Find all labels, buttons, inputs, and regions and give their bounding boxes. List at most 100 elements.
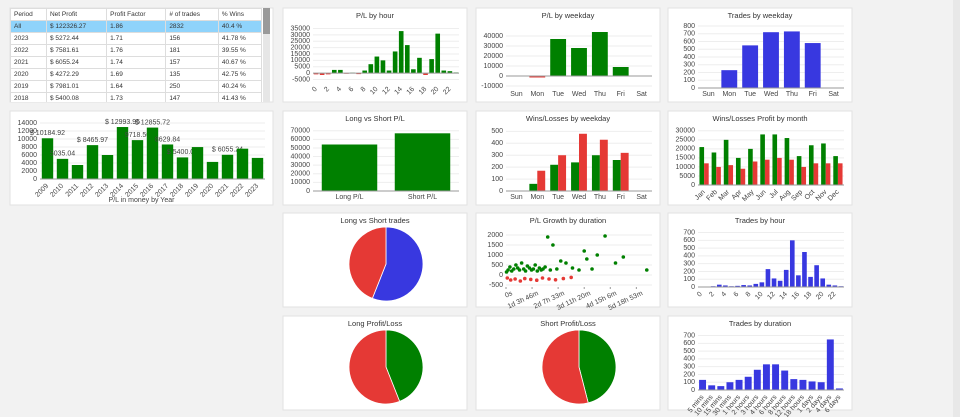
x-tick-label: Fri: [617, 91, 626, 98]
x-tick-label: Thu: [786, 91, 798, 98]
point: [548, 268, 553, 272]
y-tick-label: 10000: [676, 164, 696, 171]
point: [522, 276, 527, 281]
y-tick-label: 200: [683, 268, 695, 275]
point: [553, 278, 558, 282]
table-cell: $ 7581.61: [45, 44, 108, 57]
y-tick-label: 0: [499, 188, 503, 195]
point: [505, 276, 510, 280]
x-tick-label: Sat: [636, 91, 647, 98]
point: [508, 265, 512, 269]
table-scrollbar: [263, 8, 270, 102]
bar: [759, 282, 765, 287]
bar: [612, 67, 629, 76]
bar: [802, 252, 807, 287]
table-cell: $ 5272.44: [45, 32, 108, 45]
pie-slice: [348, 226, 387, 299]
table-row: 2019 $ 7981.01 1.64 250 40.24 %: [10, 80, 263, 93]
table-cell: 2832: [165, 20, 219, 33]
data-label: $ 12855.72: [135, 119, 170, 126]
bar: [744, 376, 752, 390]
data-label: $ 8465.97: [77, 137, 108, 144]
bar: [56, 158, 69, 179]
panel: [475, 110, 661, 206]
y-tick-label: 0: [499, 272, 503, 279]
chart-title: Short Profit/Loss: [540, 319, 596, 328]
point: [519, 261, 524, 265]
bar: [392, 51, 398, 74]
chart-title: P/L by hour: [356, 11, 395, 20]
chart-title: P/L Growth by duration: [530, 216, 606, 225]
bar: [368, 64, 374, 74]
y-tick-label: 100: [491, 176, 503, 183]
y-tick-label: 0: [306, 188, 310, 195]
table-row: 2021 $ 6055.24 1.74 157 40.67 %: [10, 56, 263, 69]
y-tick-label: 20000: [676, 146, 696, 153]
point: [561, 276, 566, 281]
table-cell: 40.67 %: [217, 56, 263, 69]
y-tick-label: 10000: [291, 57, 311, 64]
x-tick-label: 0: [696, 291, 704, 299]
point: [590, 267, 594, 271]
table-cell: 181: [165, 44, 219, 57]
y-tick-label: 500: [491, 262, 503, 269]
table-cell: 40.24 %: [217, 80, 263, 93]
chart-title: Trades by weekday: [728, 11, 793, 20]
bar: [441, 70, 447, 74]
bar: [835, 388, 843, 390]
column-header: Period: [10, 8, 47, 21]
bar: [550, 164, 559, 191]
x-tick-label: 6: [348, 86, 356, 94]
bar: [599, 139, 608, 191]
bar: [735, 379, 743, 390]
panel: [475, 212, 661, 308]
x-tick-label: Sun: [702, 91, 715, 98]
y-tick-label: 1500: [487, 242, 503, 249]
table-cell: 1.74: [106, 56, 167, 69]
x-tick-label: Long P/L: [335, 194, 363, 201]
bar: [832, 285, 838, 287]
x-tick-label: 16: [406, 86, 417, 97]
x-tick-label: 4: [335, 86, 343, 94]
bar: [704, 163, 709, 185]
y-tick-label: 0: [691, 387, 695, 394]
table-cell: 2022: [10, 44, 47, 57]
chart-title: Wins/Losses by weekday: [526, 114, 610, 123]
table-cell: 2023: [10, 32, 47, 45]
table-row: 2023 $ 5272.44 1.71 156 41.78 %: [10, 32, 263, 45]
y-tick-label: 30000: [291, 32, 311, 39]
bar: [411, 69, 416, 74]
point: [582, 249, 587, 253]
table-cell: All: [10, 20, 47, 33]
x-tick-label: 12: [766, 291, 777, 302]
table-cell: 1.71: [106, 32, 167, 45]
x-tick-label: Wed: [572, 91, 586, 98]
y-tick-label: 700: [683, 332, 695, 339]
point: [564, 261, 568, 265]
y-tick-label: 70000: [291, 128, 311, 135]
bar: [820, 278, 826, 287]
table-cell: 1.76: [106, 44, 167, 57]
x-tick-label: 16: [791, 291, 802, 302]
y-tick-label: 500: [683, 46, 695, 53]
x-tick-label: 2: [708, 291, 716, 299]
table-cell: 1.69: [106, 68, 167, 81]
column-header: Profit Factor: [106, 8, 167, 21]
y-tick-label: 35000: [291, 25, 311, 32]
y-tick-label: 20000: [291, 171, 311, 178]
bar: [612, 160, 621, 191]
y-tick-label: 300: [491, 152, 503, 159]
bar: [251, 157, 264, 179]
scroll-thumb[interactable]: [263, 8, 270, 34]
bar: [356, 73, 361, 75]
y-tick-label: 500: [683, 245, 695, 252]
y-tick-label: 25000: [676, 137, 696, 144]
bar: [708, 385, 716, 390]
x-tick-label: Fri: [617, 194, 626, 201]
table-cell: 1.73: [106, 92, 167, 102]
bar: [321, 144, 378, 191]
y-tick-label: 500: [491, 128, 503, 135]
y-tick-label: 1000: [487, 252, 503, 259]
panel: [667, 212, 853, 308]
y-tick-label: 100: [683, 379, 695, 386]
